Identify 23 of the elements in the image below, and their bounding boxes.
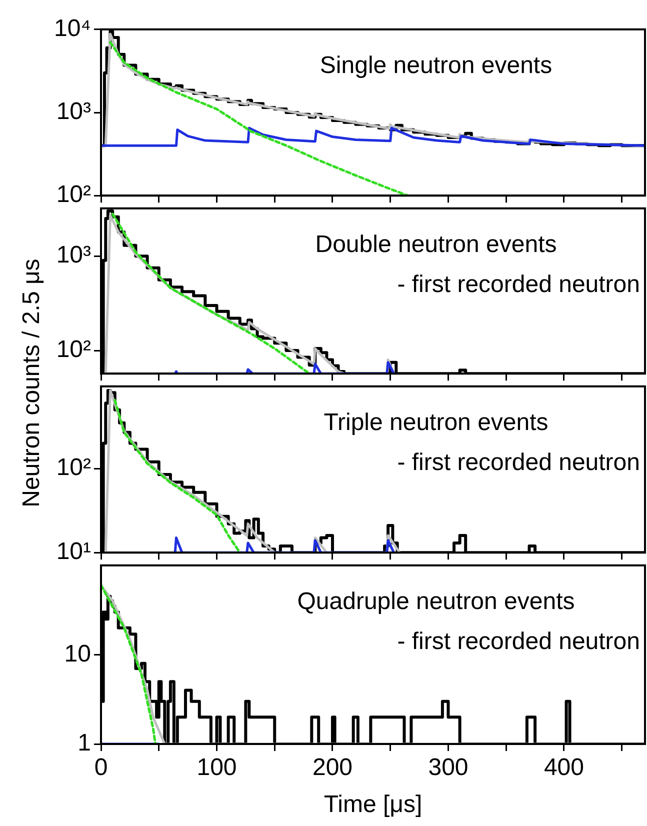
y-tick-label: 10¹ [56, 538, 92, 566]
annotation: - first recorded neutron [397, 271, 640, 298]
annotation: - first recorded neutron [397, 449, 640, 476]
annotation: Double neutron events [315, 231, 557, 258]
x-tick-label: 0 [94, 754, 108, 782]
y-tick-label: 10² [56, 336, 92, 364]
y-tick-label: 10² [56, 181, 92, 208]
annotation: Quadruple neutron events [297, 588, 575, 616]
y-tick-label: 10² [56, 454, 92, 482]
annotation: - first recorded neutron [397, 628, 640, 656]
y-tick-label: 1 [78, 730, 91, 757]
y-axis-title: Neutron counts / 2.5 μs [18, 258, 46, 508]
y-tick-label: 10³ [56, 242, 92, 269]
y-tick-label: 10⁴ [54, 15, 91, 42]
x-tick-label: 300 [428, 754, 468, 782]
x-tick-label: 400 [544, 754, 584, 782]
y-tick-label: 10 [64, 640, 91, 668]
annotation: Single neutron events [320, 52, 552, 80]
annotation: Triple neutron events [324, 409, 548, 436]
y-tick-label: 10³ [56, 98, 92, 126]
x-tick-label: 100 [196, 754, 237, 782]
x-axis-title: Time [μs] [324, 791, 422, 818]
x-tick-label: 200 [312, 754, 353, 782]
